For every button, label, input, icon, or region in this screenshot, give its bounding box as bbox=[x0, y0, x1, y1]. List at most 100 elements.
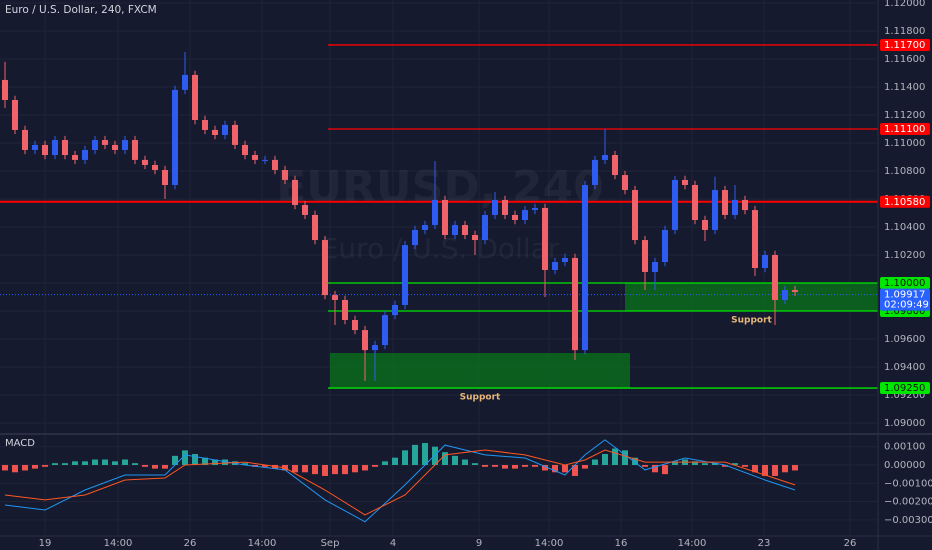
candle-body bbox=[82, 149, 88, 160]
macd-line bbox=[4, 439, 796, 523]
candle-body bbox=[512, 214, 518, 221]
macd-tick-label: 0.00000 bbox=[884, 460, 925, 471]
histogram-bar bbox=[222, 459, 228, 465]
histogram-bar bbox=[532, 464, 538, 467]
watermark-description: Euro / U.S. Dollar bbox=[321, 232, 560, 265]
candle-body bbox=[2, 79, 8, 100]
chart-title: Euro / U.S. Dollar, 240, FXCM bbox=[5, 4, 157, 16]
histogram-bar bbox=[42, 464, 48, 467]
candle-body bbox=[32, 144, 38, 150]
candle-body bbox=[772, 255, 778, 300]
histogram-bar bbox=[622, 450, 628, 465]
candle-body bbox=[442, 199, 448, 235]
candle-body bbox=[372, 345, 378, 351]
histogram-bar bbox=[452, 455, 458, 465]
candle-body bbox=[272, 159, 278, 171]
candles bbox=[2, 51, 798, 382]
level-tag bbox=[880, 382, 930, 395]
candle-body bbox=[342, 299, 348, 320]
histogram-bar bbox=[402, 450, 408, 465]
histogram-bar bbox=[662, 464, 668, 475]
candle-body bbox=[642, 240, 648, 272]
histogram-bar bbox=[172, 455, 178, 465]
histogram-bar bbox=[92, 459, 98, 465]
candle-body bbox=[432, 199, 438, 226]
candle-body bbox=[632, 190, 638, 241]
candle-body bbox=[42, 144, 48, 156]
candle-body bbox=[202, 120, 208, 130]
histogram-bar bbox=[32, 464, 38, 469]
candle-body bbox=[572, 257, 578, 351]
histogram-bar bbox=[2, 464, 8, 471]
y-tick-label: 1.10800 bbox=[884, 166, 925, 177]
candle-body bbox=[262, 159, 268, 161]
candle-body bbox=[472, 234, 478, 241]
histogram-bar bbox=[372, 464, 378, 467]
candle-body bbox=[312, 214, 318, 241]
histogram-bar bbox=[102, 459, 108, 465]
histogram-bar bbox=[742, 464, 748, 467]
candle-body bbox=[732, 199, 738, 215]
histogram-bar bbox=[592, 459, 598, 465]
candle-body bbox=[212, 129, 218, 135]
candle-body bbox=[232, 124, 238, 145]
candle-body bbox=[192, 74, 198, 121]
histogram-bar bbox=[492, 464, 498, 467]
y-tick-label: 1.09000 bbox=[884, 418, 925, 429]
candle-body bbox=[492, 199, 498, 215]
x-tick-label: 14:00 bbox=[535, 538, 564, 549]
level-tag-label: 1.09800 bbox=[884, 306, 925, 317]
candle-body bbox=[122, 140, 128, 150]
histogram-bar bbox=[432, 446, 438, 465]
histogram-bar bbox=[212, 459, 218, 465]
histogram-bar bbox=[332, 464, 338, 475]
x-tick-label: 26 bbox=[184, 538, 197, 549]
histogram-bar bbox=[552, 464, 558, 473]
support-zone bbox=[330, 353, 630, 389]
zone-label: Support bbox=[460, 393, 501, 403]
level-tag bbox=[880, 38, 930, 51]
histogram-bar bbox=[522, 464, 528, 467]
histogram-bar bbox=[562, 464, 568, 473]
candle-body bbox=[172, 89, 178, 185]
histogram-bar bbox=[782, 464, 788, 473]
candle-body bbox=[422, 225, 428, 230]
histogram-bar bbox=[312, 464, 318, 475]
level-tag-label: 1.11100 bbox=[884, 124, 925, 135]
candle-body bbox=[612, 155, 618, 176]
histogram-bar bbox=[792, 464, 798, 471]
histogram-bar bbox=[72, 461, 78, 465]
y-tick-label: 1.11800 bbox=[884, 26, 925, 37]
histogram-bar bbox=[242, 463, 248, 465]
level-tag-label: 1.10000 bbox=[884, 278, 925, 289]
candle-body bbox=[532, 207, 538, 211]
price-tags: 1.11700 1.11100 1.10580 1.10000 1.09800 1.092… bbox=[880, 38, 930, 395]
candle-body bbox=[452, 225, 458, 235]
candle-body bbox=[102, 140, 108, 145]
candle-body bbox=[362, 330, 368, 351]
histogram-bar bbox=[702, 463, 708, 465]
histogram-bar bbox=[602, 454, 608, 465]
x-tick-label: 23 bbox=[758, 538, 771, 549]
histogram-bar bbox=[482, 464, 488, 467]
histogram-bar bbox=[442, 452, 448, 465]
candle-body bbox=[242, 144, 248, 156]
histogram-bar bbox=[112, 461, 118, 465]
candle-body bbox=[322, 240, 328, 296]
indicator-name: MACD bbox=[5, 438, 35, 449]
histogram-bar bbox=[462, 459, 468, 465]
level-tag-label: 1.11700 bbox=[884, 40, 925, 51]
histogram-bar bbox=[762, 464, 768, 476]
candle-body bbox=[522, 210, 528, 221]
support-zone bbox=[625, 283, 878, 312]
histogram-bar bbox=[62, 463, 68, 465]
histogram-bar bbox=[712, 463, 718, 465]
candle-body bbox=[62, 140, 68, 156]
histogram-bar bbox=[572, 464, 578, 476]
histogram-bar bbox=[182, 450, 188, 465]
level-tag bbox=[880, 277, 930, 290]
macd-line bbox=[4, 449, 796, 516]
last-price-label: 1.09917 bbox=[884, 290, 925, 301]
candle-body bbox=[562, 257, 568, 263]
